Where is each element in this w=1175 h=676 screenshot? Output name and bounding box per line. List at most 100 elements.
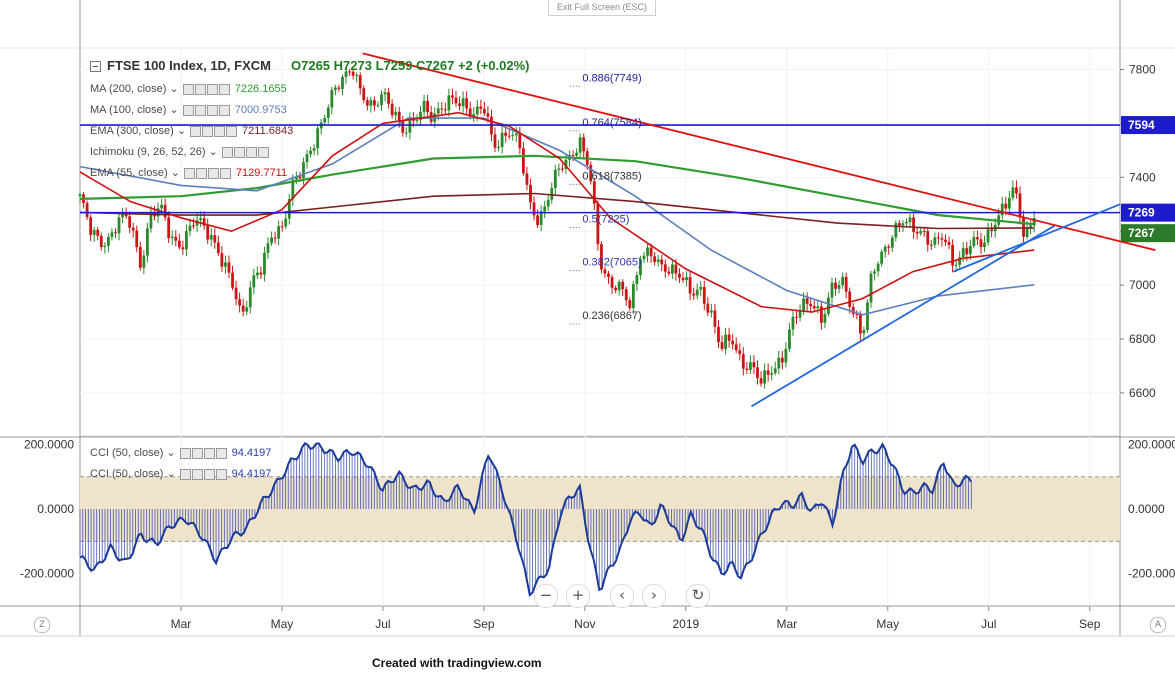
candle-body <box>635 274 639 285</box>
indicator-legend[interactable]: MA (200, close) ⌄ 7226.1655 <box>90 82 287 95</box>
candle-body <box>724 334 727 349</box>
candle-body <box>887 246 891 248</box>
fib-label: 0.886(7749) <box>582 72 641 84</box>
scroll-left-button[interactable]: ‹ <box>610 584 634 608</box>
candle-body <box>220 253 224 267</box>
indicator-settings-icon[interactable] <box>221 146 270 158</box>
candle-body <box>209 235 213 240</box>
candle-body <box>809 303 813 307</box>
candle-body <box>447 95 451 111</box>
indicator-label: Ichimoku (9, 26, 52, 26) ⌄ <box>90 146 218 158</box>
candle-body <box>763 370 766 384</box>
candle-body <box>518 133 522 149</box>
exit-fullscreen-button[interactable]: Exit Full Screen (ESC) <box>548 0 656 16</box>
zoom-in-button[interactable]: + <box>566 584 590 608</box>
candle-body <box>291 179 295 200</box>
candle-body <box>745 368 749 370</box>
candle-body <box>1007 197 1011 209</box>
candle-body <box>954 264 958 266</box>
candle-body <box>564 159 568 170</box>
indicator-legend[interactable]: EMA (300, close) ⌄ 7211.6843 <box>90 124 293 137</box>
candle-body <box>422 100 426 112</box>
indicator-value: 7129.7711 <box>235 167 288 179</box>
candle-body <box>277 226 281 239</box>
cci-settings-icon[interactable] <box>179 447 228 459</box>
cci-settings-icon[interactable] <box>179 468 228 480</box>
cci-legend[interactable]: CCI (50, close) ⌄ 94.4197 <box>90 446 271 459</box>
candle-body <box>454 97 458 104</box>
scroll-right-button[interactable]: › <box>642 584 666 608</box>
candle-body <box>525 173 529 185</box>
cci-legend[interactable]: CCI (50, close) ⌄ 94.4197 <box>90 467 271 480</box>
zoom-out-button[interactable]: − <box>534 584 558 608</box>
candle-body <box>394 111 398 116</box>
indicator-label: MA (200, close) ⌄ <box>90 83 179 95</box>
candle-body <box>827 297 830 314</box>
candle-body <box>287 199 291 219</box>
candle-body <box>784 348 788 363</box>
candle-body <box>415 119 419 121</box>
candle-body <box>628 300 632 309</box>
candle-body <box>376 105 380 107</box>
indicator-settings-icon[interactable] <box>190 125 238 137</box>
candle-body <box>114 232 117 234</box>
candle-body <box>419 111 422 120</box>
time-zone-icon[interactable]: Z <box>34 617 50 633</box>
indicator-label: EMA (55, close) ⌄ <box>90 167 180 179</box>
indicator-settings-icon[interactable] <box>183 167 232 179</box>
candle-body <box>316 128 320 149</box>
candle-body <box>89 217 93 235</box>
indicator-legend[interactable]: Ichimoku (9, 26, 52, 26) ⌄ <box>90 145 274 158</box>
indicator-legend[interactable]: MA (100, close) ⌄ 7000.9753 <box>90 103 287 116</box>
candle-body <box>937 237 940 239</box>
cci-value: 94.4197 <box>231 447 272 459</box>
candle-body <box>933 237 937 245</box>
candle-body <box>592 181 596 204</box>
candle-body <box>500 132 504 148</box>
candle-body <box>738 350 742 355</box>
x-tick-label: May <box>876 617 899 631</box>
candle-body <box>947 241 951 245</box>
indicator-settings-icon[interactable] <box>182 83 231 95</box>
candle-body <box>482 108 486 114</box>
indicator-label: EMA (300, close) ⌄ <box>90 125 187 137</box>
cci-line <box>79 441 973 597</box>
candle-body <box>876 263 880 272</box>
candle-body <box>128 216 132 228</box>
candle-body <box>858 314 862 334</box>
x-tick-label: Jul <box>981 617 996 631</box>
trendline <box>750 225 1055 408</box>
candle-body <box>85 203 89 218</box>
candle-body <box>674 264 678 274</box>
candle-body <box>837 285 841 289</box>
indicator-legend[interactable]: EMA (55, close) ⌄ 7129.7711 <box>90 166 287 179</box>
candle-body <box>167 217 171 238</box>
indicator-value: 7226.1655 <box>234 83 287 95</box>
indicator-settings-icon[interactable] <box>182 104 231 116</box>
candle-body <box>717 326 720 343</box>
candle-body <box>667 271 671 274</box>
fib-label: 0.764(7584) <box>582 117 641 129</box>
candle-body <box>170 236 174 238</box>
candle-body <box>241 305 245 312</box>
candle-body <box>106 236 110 246</box>
candle-body <box>929 244 933 246</box>
candle-body <box>426 100 430 113</box>
candle-body <box>926 231 930 245</box>
candle-body <box>323 118 327 123</box>
candle-body <box>894 223 898 238</box>
last-price-label: 7267 <box>1128 226 1155 240</box>
candle-body <box>369 100 373 106</box>
candle-body <box>138 247 142 268</box>
candle-body <box>174 236 178 241</box>
ma-line <box>79 192 1035 230</box>
collapse-icon[interactable] <box>90 61 101 73</box>
last-price-box <box>1121 224 1175 243</box>
auto-scale-icon[interactable]: A <box>1150 617 1166 633</box>
candle-body <box>160 204 163 209</box>
candle-body <box>713 310 717 327</box>
reset-chart-button[interactable]: ↻ <box>686 584 710 608</box>
candle-body <box>812 306 816 309</box>
candle-body <box>362 88 366 101</box>
